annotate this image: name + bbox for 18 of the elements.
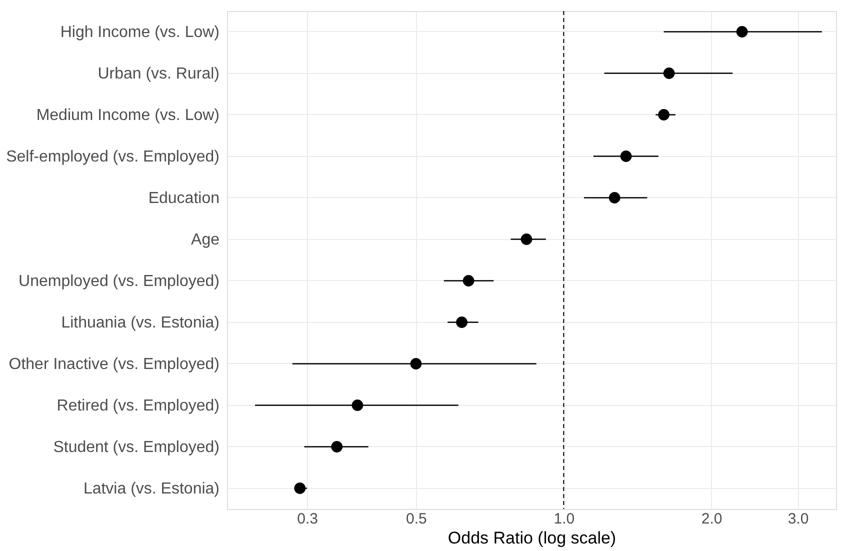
y-tick-label: Medium Income (vs. Low) [36, 106, 220, 124]
x-tick-label: 3.0 [788, 510, 809, 528]
y-tick-label: Self-employed (vs. Employed) [6, 148, 220, 166]
y-tick-label: Urban (vs. Rural) [98, 65, 220, 82]
y-tick-label: Age [191, 231, 220, 248]
y-tick-label: Other Inactive (vs. Employed) [8, 356, 220, 373]
x-tick-label: 0.3 [297, 510, 318, 528]
x-tick-label: 2.0 [701, 510, 722, 528]
y-tick-label: Lithuania (vs. Estonia) [61, 314, 220, 332]
x-tick-label: 0.5 [406, 510, 427, 528]
y-tick-label: Retired (vs. Employed) [56, 397, 220, 414]
y-tick-label: Unemployed (vs. Employed) [18, 272, 220, 290]
y-tick-label: Student (vs. Employed) [53, 438, 220, 456]
x-tick-label: 1.0 [554, 510, 575, 528]
x-axis-title: Odds Ratio (log scale) [448, 528, 616, 548]
y-tick-label: High Income (vs. Low) [60, 24, 220, 41]
y-tick-label: Latvia (vs. Estonia) [83, 480, 220, 498]
y-tick-label: Education [148, 190, 220, 207]
